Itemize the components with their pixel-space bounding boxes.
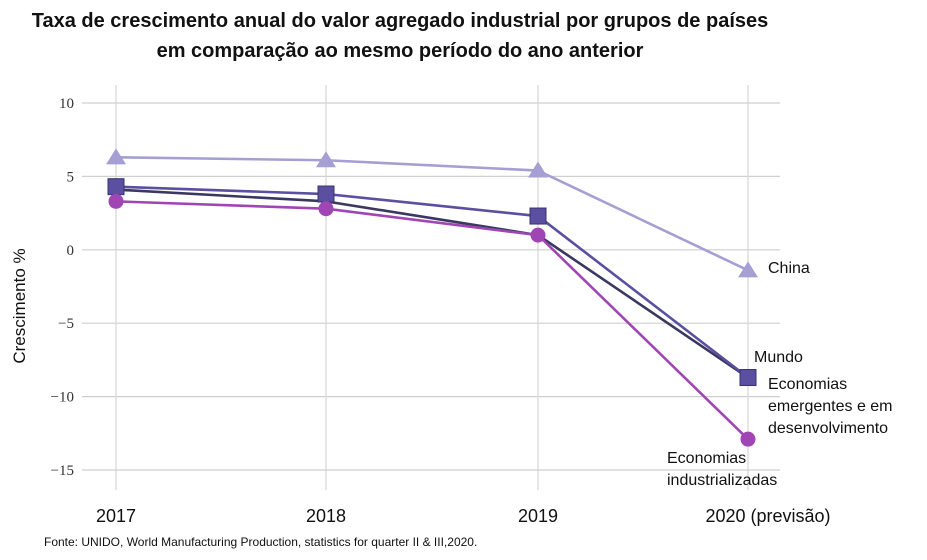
data-point <box>107 178 125 196</box>
x-tick-label: 2020 (previsão) <box>705 506 830 526</box>
label-emergentes: Economias emergentes e em desenvolviment… <box>768 374 893 440</box>
data-point <box>108 193 124 209</box>
label-industrializadas-line1: Economias <box>667 450 747 467</box>
label-mundo: Mundo <box>754 349 803 366</box>
label-china: China <box>768 260 810 277</box>
data-point <box>739 369 757 387</box>
data-point <box>738 261 758 278</box>
x-tick-label: 2018 <box>306 506 346 526</box>
data-point <box>316 151 336 168</box>
y-tick-label: 10 <box>59 96 74 112</box>
x-tick-label: 2017 <box>96 506 136 526</box>
source-note: Fonte: UNIDO, World Manufacturing Produc… <box>44 535 478 549</box>
data-point <box>318 201 334 217</box>
series-line <box>115 188 749 379</box>
y-tick-label: −5 <box>58 316 74 332</box>
label-industrializadas-line2: industrializadas <box>667 472 778 489</box>
chart-title: Taxa de crescimento anual do valor agreg… <box>31 10 769 32</box>
data-point <box>530 227 546 243</box>
chart-subtitle: em comparação ao mesmo período do ano an… <box>156 40 644 62</box>
label-emergentes-line3: desenvolvimento <box>768 420 889 437</box>
series-line <box>115 156 749 272</box>
data-point <box>740 431 756 447</box>
series-line <box>115 185 749 379</box>
label-industrializadas: Economias industrializadas <box>667 448 777 492</box>
label-emergentes-line1: Economias <box>768 376 848 393</box>
x-tick-label: 2019 <box>518 506 558 526</box>
y-tick-label: 5 <box>67 169 75 185</box>
data-point <box>529 207 547 225</box>
y-tick-label: 0 <box>67 243 75 259</box>
label-emergentes-line2: emergentes e em <box>768 398 893 415</box>
series-line <box>115 200 749 441</box>
y-tick-label: −15 <box>51 463 74 479</box>
data-point <box>317 185 335 203</box>
y-tick-label: −10 <box>51 390 74 406</box>
data-point <box>106 148 126 165</box>
data-point <box>528 161 548 178</box>
